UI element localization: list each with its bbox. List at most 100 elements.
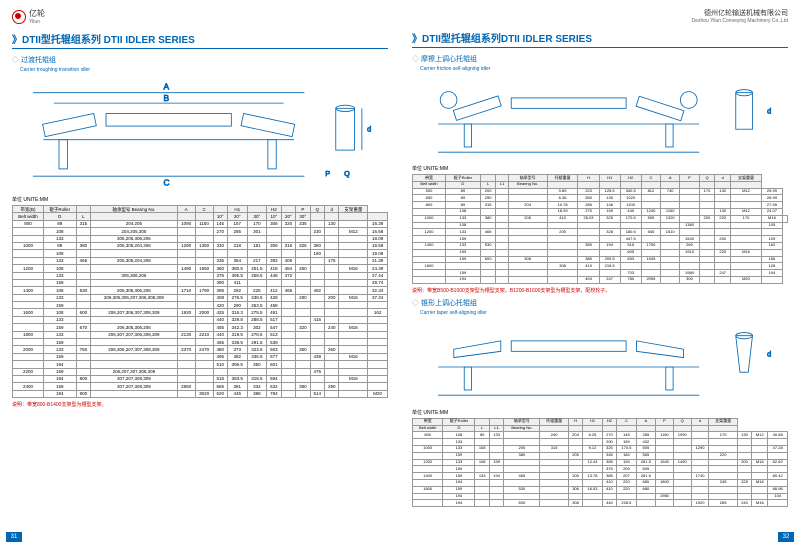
table-header: Q <box>699 175 715 182</box>
table-subheader <box>578 181 599 188</box>
table-subheader <box>661 181 680 188</box>
table-row: 500892009.89223125.5340.5812740170130M12… <box>413 188 788 195</box>
table-row: 159447.51540200109 <box>413 236 788 243</box>
table-subheader <box>540 425 568 432</box>
table-header: P <box>656 418 674 425</box>
table-subheader <box>680 181 699 188</box>
table-header: A <box>177 206 195 213</box>
logo-icon <box>12 10 26 24</box>
note-r1: 说明：带宽B500-B1000支架型为槽型支架。B1200-B1600支架型为槽… <box>412 287 788 294</box>
table-subheader: L <box>475 425 489 432</box>
table-header: C <box>195 206 213 213</box>
diagram-transition-idler: A B C d P Q <box>12 77 388 192</box>
table-row: 120010814901550360380.5251.5418484260M16… <box>13 265 388 272</box>
table-row: 15939041129.74 <box>13 279 388 286</box>
company-en: Dezhou Yilun Conveying Machinery Co.,Ltd <box>692 18 788 24</box>
table-subheader <box>568 425 582 432</box>
table-header <box>76 206 90 213</box>
table-subheader: L <box>480 181 496 188</box>
table-row: 1600308419215.5128 <box>413 263 788 270</box>
table-row: 10816019.08 <box>13 250 388 257</box>
table-row: 133206,305,306,207,306,308,309408276.523… <box>13 294 388 301</box>
table-header: 轴承型号 <box>504 418 540 425</box>
table-subheader <box>641 181 660 188</box>
svg-text:d: d <box>767 106 771 115</box>
table-row: 2200159206,207,307,308,309476 <box>13 368 388 375</box>
table-row: 159380205345184565220 <box>413 452 788 459</box>
table-header: H1 <box>599 175 620 182</box>
diagram-friction-idler: d <box>412 76 788 161</box>
table-row: 1949003020620445388784514M20 <box>13 390 388 397</box>
subtitle-r2: 锥形上调心托辊组 <box>412 298 788 308</box>
table-header: C <box>617 418 636 425</box>
table-subheader: L <box>76 213 90 220</box>
table-subheader <box>699 181 715 188</box>
table-header: H2 <box>602 418 616 425</box>
diagram-taper-idler: d <box>412 320 788 405</box>
subtitle-r1: 摩擦上调心托辊组 <box>412 54 788 64</box>
table-row: 1200133465205328180.55451510 <box>413 229 788 236</box>
svg-text:C: C <box>163 178 169 188</box>
page-title-left: DTII型托辊组系列 DTII IDLER SERIES <box>12 31 388 49</box>
unit-left: 单位 UNITE:MM <box>12 196 388 203</box>
table-subheader: Belt width <box>413 181 446 188</box>
unit-r1: 单位 UNITE:MM <box>412 165 788 172</box>
table-row: 2000133750206,306,207,307,308,3092370247… <box>13 346 388 353</box>
subtitle-en-left: Carrier troughing transition idler <box>20 67 388 73</box>
table-subheader: L1 <box>489 425 503 432</box>
table-subheader: 30° <box>296 213 310 220</box>
company-cn: 德州亿轮输送机械有限公司 <box>692 8 788 18</box>
table-row: 100089380205,305,204,3061290135033021818… <box>13 242 388 249</box>
table-header: 辊子Roller <box>443 418 475 425</box>
svg-text:d: d <box>767 350 771 359</box>
table-subheader: 20° <box>227 213 247 220</box>
table-header <box>213 206 227 213</box>
table-header: 轴承型号 Bearing No. <box>91 206 178 213</box>
table-subheader: 20° <box>281 213 295 220</box>
table-subheader: Belt width <box>413 425 443 432</box>
table-subheader: D <box>43 213 76 220</box>
unit-r2: 单位 UNITE:MM <box>412 409 788 416</box>
table-row: 159375209605 <box>413 466 788 473</box>
table-subheader: Bearing No. <box>504 425 540 432</box>
table-subheader <box>339 213 368 220</box>
page-number-left: 31 <box>6 532 22 542</box>
table-subheader <box>583 425 602 432</box>
table-header: 带宽 <box>413 418 443 425</box>
table-row: 1941980104 <box>413 493 788 500</box>
note-left: 说明：带宽800-B1400支架型为槽型支架。 <box>12 401 388 408</box>
table-row: 1600108600206,207,306,307,308,3091920200… <box>13 309 388 316</box>
svg-text:Q: Q <box>344 169 350 178</box>
table-header <box>475 418 489 425</box>
table-header: H1 <box>227 206 247 213</box>
table-left: 带宽(B)辊子Roller轴承型号 Bearing No.ACH1H2PQd支架… <box>12 205 388 398</box>
table-subheader: D <box>443 425 475 432</box>
table-subheader <box>715 181 731 188</box>
table-row: 160015953030616.5341022068066.96 <box>413 486 788 493</box>
page-title-right: DTII型托辊组系列DTII IDLER SERIES <box>412 30 788 48</box>
table-row: 108204,205,305270285301230M1216.68 <box>13 228 388 235</box>
subtitle-en-r1: Carrier friction self-aligning idler <box>420 66 788 72</box>
page-number-right: 32 <box>778 532 794 542</box>
table-subheader <box>547 181 578 188</box>
table-row: 80089315204,2051090115014515717030632033… <box>13 220 388 227</box>
table-header: 带宽 <box>413 175 446 182</box>
table-subheader <box>368 213 388 220</box>
table-header: H2 <box>620 175 641 182</box>
table-subheader: 30° <box>247 213 267 220</box>
table-row: 140015913319446520513.78385207261.517408… <box>413 473 788 480</box>
table-header: H2 <box>267 206 281 213</box>
table-header: d <box>325 206 339 213</box>
svg-text:d: d <box>367 124 371 133</box>
subtitle-en-r2: Carrier taper self-aligning idler <box>420 310 788 316</box>
table-header: Q <box>310 206 324 213</box>
table-header: P <box>296 206 310 213</box>
table-row: 2400159307,207,308,309285056538133463238… <box>13 383 388 390</box>
table-header: 托辊重量 <box>547 175 578 182</box>
table-row: 1596051910225M16 <box>413 249 788 256</box>
table-row: 1081380105 <box>413 222 788 229</box>
table-row: 1944942477802095300M20 <box>413 276 788 283</box>
table-row: 133290159432 <box>413 439 788 446</box>
table-subheader <box>91 213 178 220</box>
table-header <box>480 175 496 182</box>
